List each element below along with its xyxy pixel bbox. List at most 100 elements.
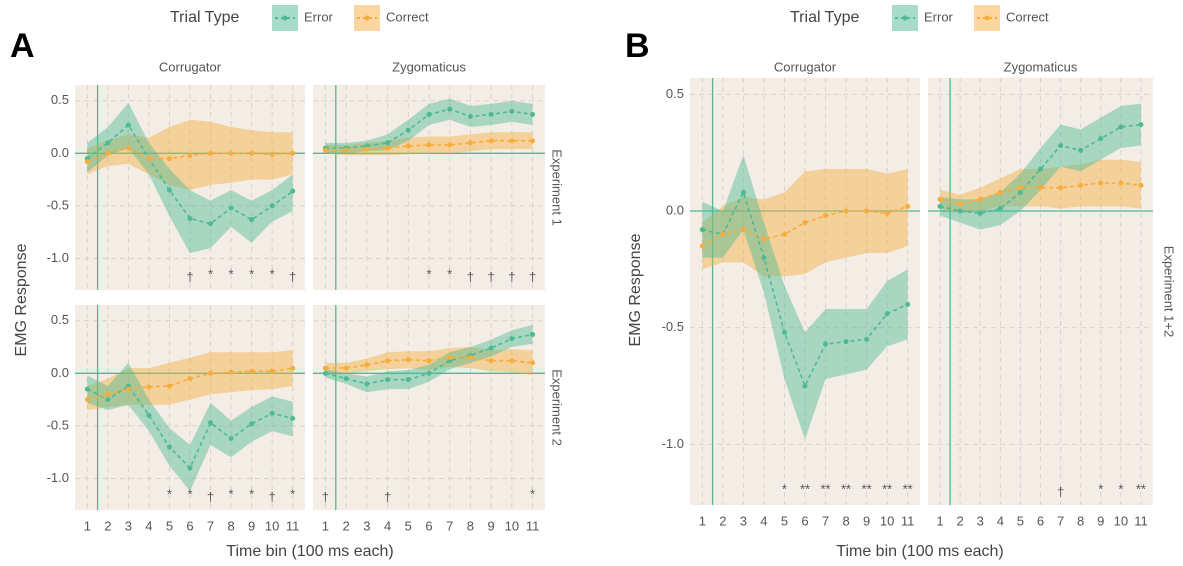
legend-key-dot xyxy=(364,15,370,21)
data-point xyxy=(1078,182,1084,188)
data-point xyxy=(802,220,808,226)
data-point xyxy=(166,444,172,450)
x-tick-label: 2 xyxy=(719,513,726,528)
x-tick-label: 4 xyxy=(145,518,152,533)
significance-marker: * xyxy=(530,486,535,501)
data-point xyxy=(405,377,411,383)
data-point xyxy=(488,138,494,144)
x-tick-label: 3 xyxy=(977,513,984,528)
significance-marker: † xyxy=(289,269,296,284)
data-point xyxy=(530,111,536,117)
data-point xyxy=(364,146,370,152)
significance-marker: † xyxy=(207,489,214,504)
data-point xyxy=(997,189,1003,195)
data-point xyxy=(1058,185,1064,191)
series-line xyxy=(86,123,294,225)
data-point xyxy=(322,370,328,376)
legend-key-dot xyxy=(902,15,908,21)
data-point xyxy=(166,156,172,162)
data-point xyxy=(761,255,767,261)
data-point xyxy=(509,108,515,114)
data-point xyxy=(884,311,890,317)
x-axis-title: Time bin (100 ms each) xyxy=(226,543,393,560)
data-point xyxy=(447,106,453,112)
data-point xyxy=(269,410,275,416)
y-tick-label: -0.5 xyxy=(662,319,684,334)
data-point xyxy=(699,243,705,249)
data-point xyxy=(997,206,1003,212)
x-tick-label: 6 xyxy=(186,518,193,533)
x-tick-label: 10 xyxy=(265,518,279,533)
data-point xyxy=(937,196,943,202)
data-point xyxy=(343,365,349,371)
data-point xyxy=(228,205,234,211)
y-tick-label: -1.0 xyxy=(662,436,684,451)
x-tick-label: 3 xyxy=(125,518,132,533)
data-point xyxy=(343,147,349,153)
data-point xyxy=(187,376,193,382)
data-point xyxy=(802,383,808,389)
y-tick-label: 0.0 xyxy=(51,365,69,380)
x-tick-label: 9 xyxy=(1097,513,1104,528)
significance-marker: * xyxy=(270,266,275,281)
data-point xyxy=(84,397,90,403)
significance-marker: ** xyxy=(1136,481,1146,496)
data-point xyxy=(937,203,943,209)
data-point xyxy=(905,203,911,209)
data-point xyxy=(426,142,432,148)
data-point xyxy=(509,138,515,144)
confidence-band xyxy=(325,324,533,393)
x-tick-label: 9 xyxy=(863,513,870,528)
significance-marker: ** xyxy=(882,481,892,496)
data-point xyxy=(105,397,111,403)
data-point xyxy=(426,370,432,376)
x-tick-label: 8 xyxy=(227,518,234,533)
data-point xyxy=(1098,136,1104,142)
significance-marker: * xyxy=(187,486,192,501)
x-tick-label: 4 xyxy=(997,513,1004,528)
data-point xyxy=(385,358,391,364)
data-point xyxy=(467,140,473,146)
x-tick-label: 7 xyxy=(446,518,453,533)
legend-label: Error xyxy=(304,9,334,24)
data-point xyxy=(740,189,746,195)
strip-label: Corrugator xyxy=(774,59,837,74)
data-point xyxy=(699,227,705,233)
data-point xyxy=(84,159,90,165)
x-tick-label: 7 xyxy=(822,513,829,528)
x-tick-label: 3 xyxy=(363,518,370,533)
data-point xyxy=(208,420,214,426)
data-point xyxy=(166,187,172,193)
significance-marker: † xyxy=(529,269,536,284)
significance-marker: * xyxy=(290,486,295,501)
series-line xyxy=(939,182,1142,205)
confidence-band xyxy=(702,155,908,440)
data-point xyxy=(125,145,131,151)
data-point xyxy=(84,386,90,392)
data-point xyxy=(1017,185,1023,191)
significance-marker: † xyxy=(488,269,495,284)
significance-marker: ** xyxy=(841,481,851,496)
data-point xyxy=(187,152,193,158)
data-point xyxy=(322,365,328,371)
x-tick-label: 1 xyxy=(322,518,329,533)
data-point xyxy=(426,111,432,117)
data-point xyxy=(105,150,111,156)
data-point xyxy=(530,138,536,144)
data-point xyxy=(823,341,829,347)
significance-marker: ** xyxy=(820,481,830,496)
series-line xyxy=(702,190,909,389)
x-tick-label: 5 xyxy=(1017,513,1024,528)
series-line xyxy=(701,205,908,247)
data-point xyxy=(864,336,870,342)
data-point xyxy=(447,142,453,148)
significance-marker: † xyxy=(186,269,193,284)
x-tick-label: 9 xyxy=(248,518,255,533)
data-point xyxy=(146,156,152,162)
y-tick-label: -0.5 xyxy=(47,417,69,432)
data-point xyxy=(426,358,432,364)
data-point xyxy=(187,465,193,471)
data-point xyxy=(105,391,111,397)
data-point xyxy=(1038,166,1043,172)
x-tick-label: 10 xyxy=(880,513,894,528)
